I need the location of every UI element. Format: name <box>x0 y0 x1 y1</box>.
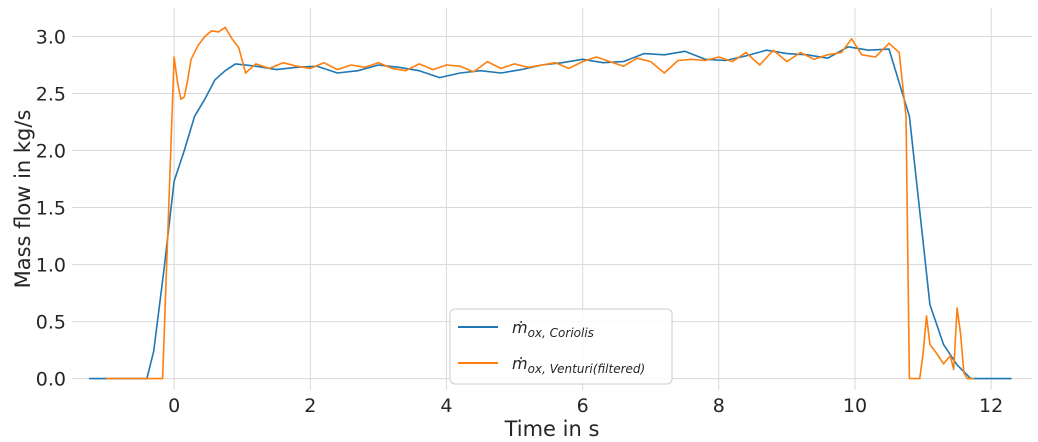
legend: ṁox, Coriolis ṁox, Venturi(filtered) <box>449 308 673 385</box>
y-tick-label: 2.0 <box>36 141 66 163</box>
legend-label-venturi: ṁox, Venturi(filtered) <box>512 354 645 376</box>
legend-label-venturi-main: ṁ <box>512 354 528 373</box>
y-axis-label: Mass flow in kg/s <box>11 110 35 289</box>
x-tick-label: 12 <box>979 395 1003 417</box>
y-tick-label: 1.5 <box>36 198 66 220</box>
legend-label-coriolis-main: ṁ <box>512 318 528 337</box>
x-tick-label: 6 <box>577 395 589 417</box>
y-tick-label: 2.5 <box>36 84 66 106</box>
x-tick-label: 4 <box>440 395 452 417</box>
y-tick-label: 3.0 <box>36 27 66 49</box>
legend-label-venturi-sub: ox, Venturi(filtered) <box>528 362 646 376</box>
series-layer <box>89 26 1012 380</box>
legend-label-coriolis-sub: ox, Coriolis <box>528 326 594 340</box>
x-tick-label: 0 <box>168 395 180 417</box>
y-tick-label: 1.0 <box>36 255 66 277</box>
legend-box <box>449 308 673 385</box>
x-tick-label: 2 <box>304 395 316 417</box>
y-tick-label: 0.5 <box>36 312 66 334</box>
x-tick-label: 10 <box>843 395 867 417</box>
series-venturi-line <box>106 26 975 380</box>
x-axis-label: Time in s <box>504 417 600 441</box>
grid <box>72 8 1032 390</box>
legend-label-coriolis: ṁox, Coriolis <box>512 318 594 340</box>
x-tick-label: 8 <box>713 395 725 417</box>
y-tick-label: 0.0 <box>36 369 66 391</box>
ticks: 0 2 4 6 8 10 12 0.0 0.5 1.0 1.5 2.0 2.5 3.0 <box>36 27 1003 417</box>
